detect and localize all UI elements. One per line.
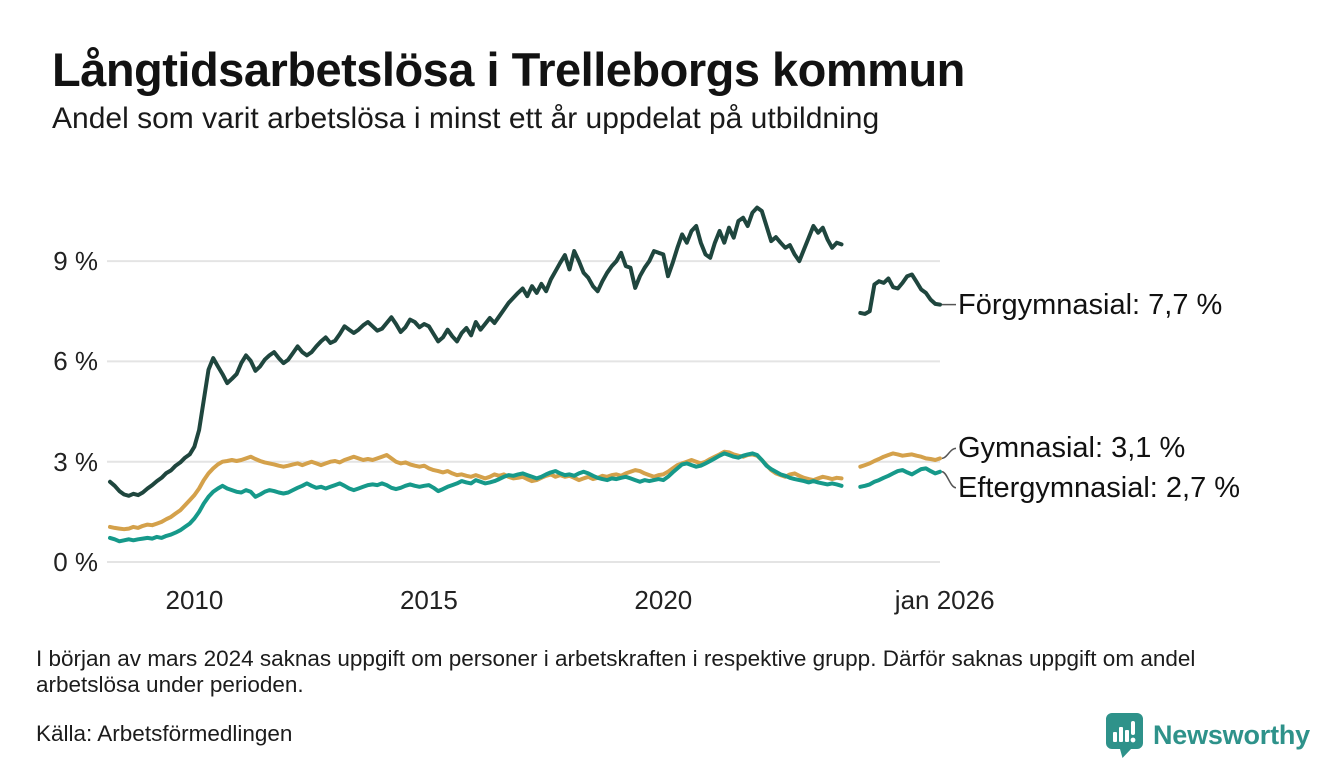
series-label-gymnasial: Gymnasial: 3,1 %	[958, 432, 1186, 465]
newsworthy-branding: Newsworthy	[1105, 712, 1310, 758]
x-axis-label: jan 2026	[894, 585, 995, 615]
x-axis-label: 2015	[399, 585, 458, 615]
page-title: Långtidsarbetslösa i Trelleborgs kommun	[52, 43, 965, 96]
newsworthy-logo-icon	[1105, 713, 1143, 758]
y-axis-label: 9 %	[53, 246, 98, 277]
chart-footnote: I början av mars 2024 saknas uppgift om …	[36, 646, 1196, 698]
x-axis-label: 2020	[634, 585, 693, 615]
newsworthy-logo-text: Newsworthy	[1152, 719, 1310, 750]
series-label-eftergymnasial: Eftergymnasial: 2,7 %	[958, 471, 1241, 504]
page-subtitle: Andel som varit arbetslösa i minst ett å…	[52, 102, 880, 135]
y-axis-label: 6 %	[53, 346, 98, 377]
series-label-förgymnasial: Förgymnasial: 7,7 %	[958, 288, 1223, 321]
y-axis-label: 3 %	[53, 446, 98, 477]
x-axis-label: 2010	[165, 585, 224, 615]
source-attribution: Källa: Arbetsförmedlingen	[36, 721, 293, 746]
y-axis-label: 0 %	[53, 547, 98, 577]
